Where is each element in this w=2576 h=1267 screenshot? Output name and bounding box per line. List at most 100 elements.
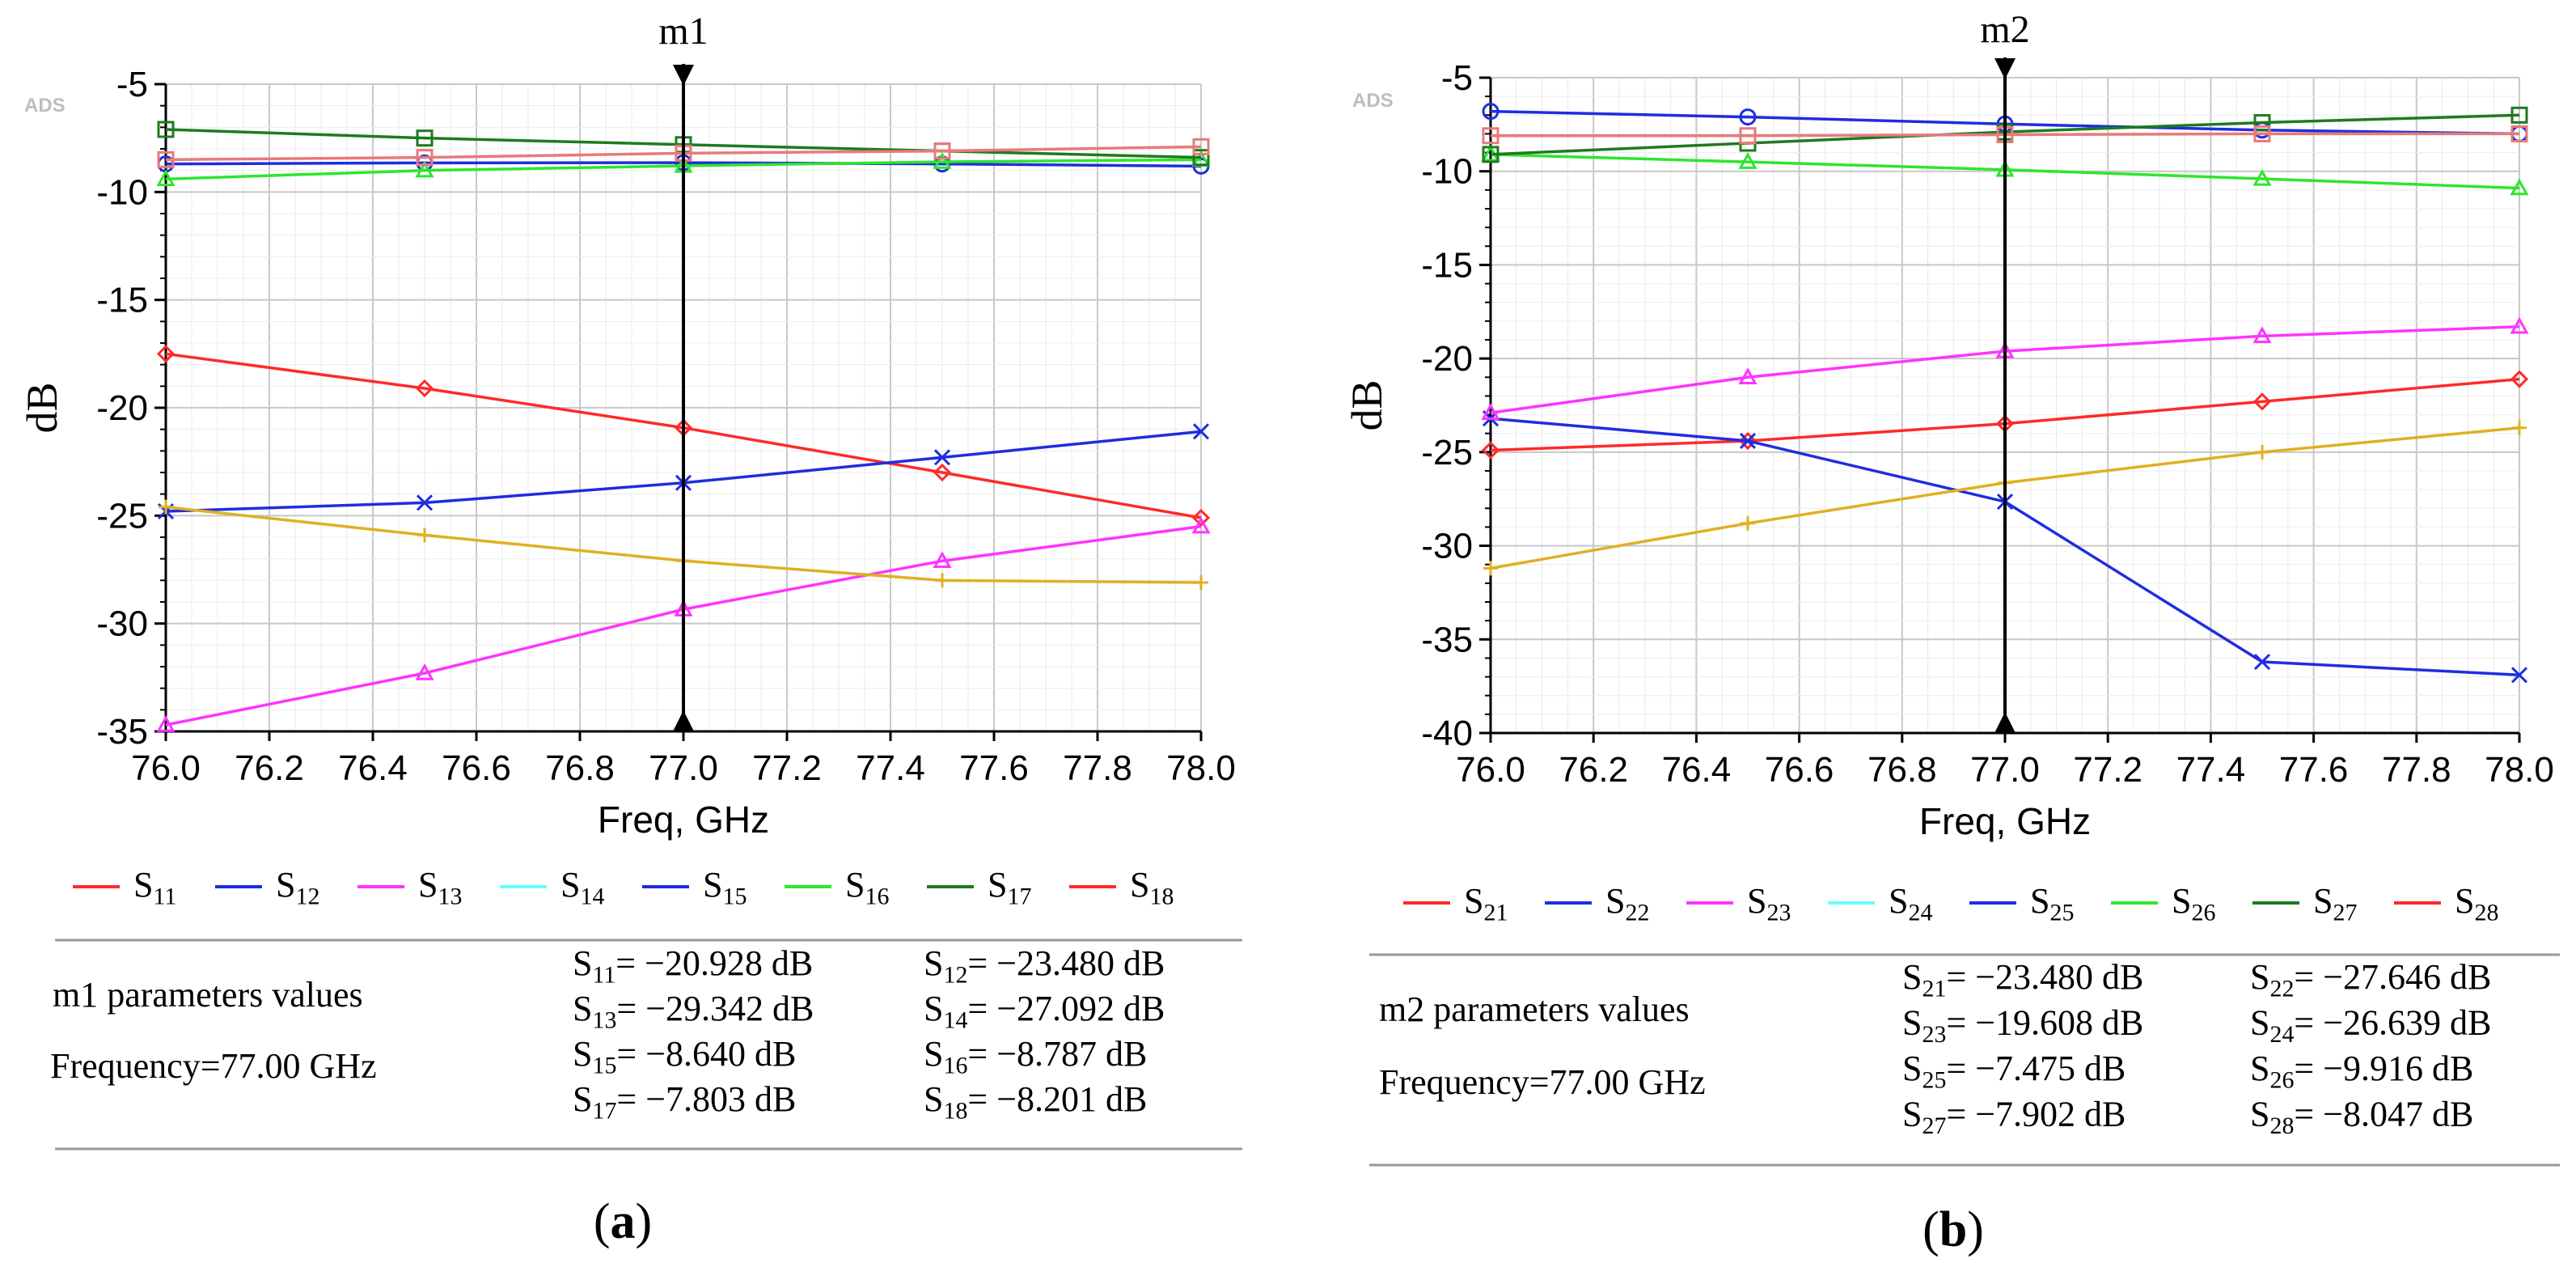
x-tick-label: 78.0 xyxy=(2485,750,2554,790)
panel-label: (b) xyxy=(1922,1202,1984,1257)
data-point-S14 xyxy=(1194,575,1208,590)
x-tick-label: 77.4 xyxy=(2176,750,2246,790)
table-value-value: = −8.640 dB xyxy=(616,1034,796,1074)
ads-watermark: ADS xyxy=(1352,90,1394,112)
data-point-S26 xyxy=(1738,152,1758,169)
legend-entry: S25 xyxy=(2030,881,2074,926)
legend-entry-base: S xyxy=(1747,881,1766,921)
data-point-S13 xyxy=(415,663,434,680)
table-value-sub: 16 xyxy=(943,1053,967,1079)
legend-entry: S23 xyxy=(1747,881,1791,926)
table-value-value: = −8.787 dB xyxy=(967,1034,1147,1074)
data-point-S13 xyxy=(933,551,952,569)
data-point-S24 xyxy=(1483,561,1498,576)
marker-top-arrow xyxy=(673,65,694,86)
table-value: S16= −8.787 dB xyxy=(924,1034,1147,1079)
legend-entry-sub: 12 xyxy=(295,884,319,910)
legend-entry-base: S xyxy=(845,865,865,905)
legend-entry-base: S xyxy=(988,865,1007,905)
legend-entry: S13 xyxy=(418,865,462,910)
data-point-S13 xyxy=(1191,516,1211,534)
marker-table: m1 parameters values Frequency=77.00 GHz S… xyxy=(50,939,1242,1150)
data-point-S13 xyxy=(156,714,176,732)
table-value-value: = −23.480 dB xyxy=(967,943,1165,983)
y-tick-label: -10 xyxy=(96,172,148,212)
legend-entry-base: S xyxy=(276,865,295,905)
data-point-S25 xyxy=(1482,103,1499,121)
table-value-base: S xyxy=(1902,957,1922,997)
data-point-S23 xyxy=(1738,367,1758,384)
x-tick-label: 77.8 xyxy=(1063,748,1132,788)
table-value-base: S xyxy=(573,1079,592,1119)
legend-entry-base: S xyxy=(418,865,438,905)
data-point-S11 xyxy=(933,463,952,482)
x-tick-label: 76.2 xyxy=(235,748,304,788)
marker-label: m2 xyxy=(1980,8,2029,51)
marker-table: m2 parameters values Frequency=77.00 GHz S… xyxy=(1369,953,2560,1167)
table-value-sub: 22 xyxy=(2269,976,2294,1002)
data-point-S18 xyxy=(157,150,175,168)
panel-label-letter: b xyxy=(1939,1202,1967,1257)
legend-entry: S15 xyxy=(703,865,747,910)
data-point-S28 xyxy=(1739,127,1757,145)
data-point-S12 xyxy=(933,449,951,466)
x-tick-label: 76.8 xyxy=(1867,750,1937,790)
y-tick-label: -15 xyxy=(96,281,148,320)
legend-entry-sub: 23 xyxy=(1766,900,1791,926)
legend-entry-sub: 26 xyxy=(2191,900,2215,926)
table-value-value: = −9.916 dB xyxy=(2294,1049,2473,1088)
table-value-base: S xyxy=(1902,1049,1922,1088)
legend-entry-sub: 18 xyxy=(1149,884,1174,910)
data-point-S23 xyxy=(1481,403,1500,420)
table-value-sub: 25 xyxy=(1922,1067,1946,1094)
table-value-value: = −7.902 dB xyxy=(1946,1095,2126,1134)
y-axis-title: dB xyxy=(18,382,66,433)
table-value: S27= −7.902 dB xyxy=(1902,1095,2126,1140)
data-point-S22 xyxy=(2253,653,2271,671)
x-tick-label: 77.6 xyxy=(959,748,1029,788)
table-value-value: = −27.646 dB xyxy=(2294,957,2491,997)
legend-entry: S11 xyxy=(133,865,176,910)
table-value-value: = −7.475 dB xyxy=(1946,1049,2126,1088)
data-point-S12 xyxy=(1192,423,1210,440)
table-value: S28= −8.047 dB xyxy=(2250,1095,2473,1140)
y-tick-label: -20 xyxy=(96,388,148,428)
data-point-S24 xyxy=(1741,515,1755,531)
table-value-base: S xyxy=(924,989,943,1028)
table-value-sub: 14 xyxy=(943,1007,967,1034)
panel-label-close: ) xyxy=(1967,1202,1984,1257)
x-tick-label: 76.6 xyxy=(1765,750,1834,790)
x-tick-label: 78.0 xyxy=(1166,748,1236,788)
x-tick-label: 76.0 xyxy=(1456,750,1525,790)
y-tick-label: -15 xyxy=(1421,245,1473,285)
panel-label-open: ( xyxy=(594,1194,611,1249)
data-point-S14 xyxy=(417,528,432,543)
legend-entry: S12 xyxy=(276,865,319,910)
table-value: S15= −8.640 dB xyxy=(573,1034,796,1079)
legend-entry-base: S xyxy=(560,865,580,905)
table-value-sub: 12 xyxy=(943,962,967,989)
legend-entry: S26 xyxy=(2172,881,2215,926)
data-point-S18 xyxy=(933,142,951,160)
marker-bottom-arrow xyxy=(1994,712,2016,733)
table-value-base: S xyxy=(2250,1095,2269,1134)
data-point-S23 xyxy=(2252,326,2272,344)
legend-entry: S16 xyxy=(845,865,889,910)
table-value: S12= −23.480 dB xyxy=(924,943,1165,989)
table-value-value: = −23.480 dB xyxy=(1946,957,2143,997)
table-value-base: S xyxy=(2250,957,2269,997)
legend-entry-sub: 24 xyxy=(1908,900,1932,926)
data-point-S28 xyxy=(1482,127,1499,145)
legend-entry-sub: 15 xyxy=(722,884,747,910)
legend-entry: S21 xyxy=(1464,881,1508,926)
legend-entry: S27 xyxy=(2313,881,2357,926)
legend-entry-base: S xyxy=(1130,865,1149,905)
table-value-sub: 21 xyxy=(1922,976,1946,1002)
data-point-S16 xyxy=(933,151,952,169)
table-value: S21= −23.480 dB xyxy=(1902,957,2143,1002)
data-point-S11 xyxy=(415,379,434,398)
legend-entry: S18 xyxy=(1130,865,1174,910)
y-tick-label: -30 xyxy=(96,604,148,644)
data-point-S27 xyxy=(1482,146,1499,163)
